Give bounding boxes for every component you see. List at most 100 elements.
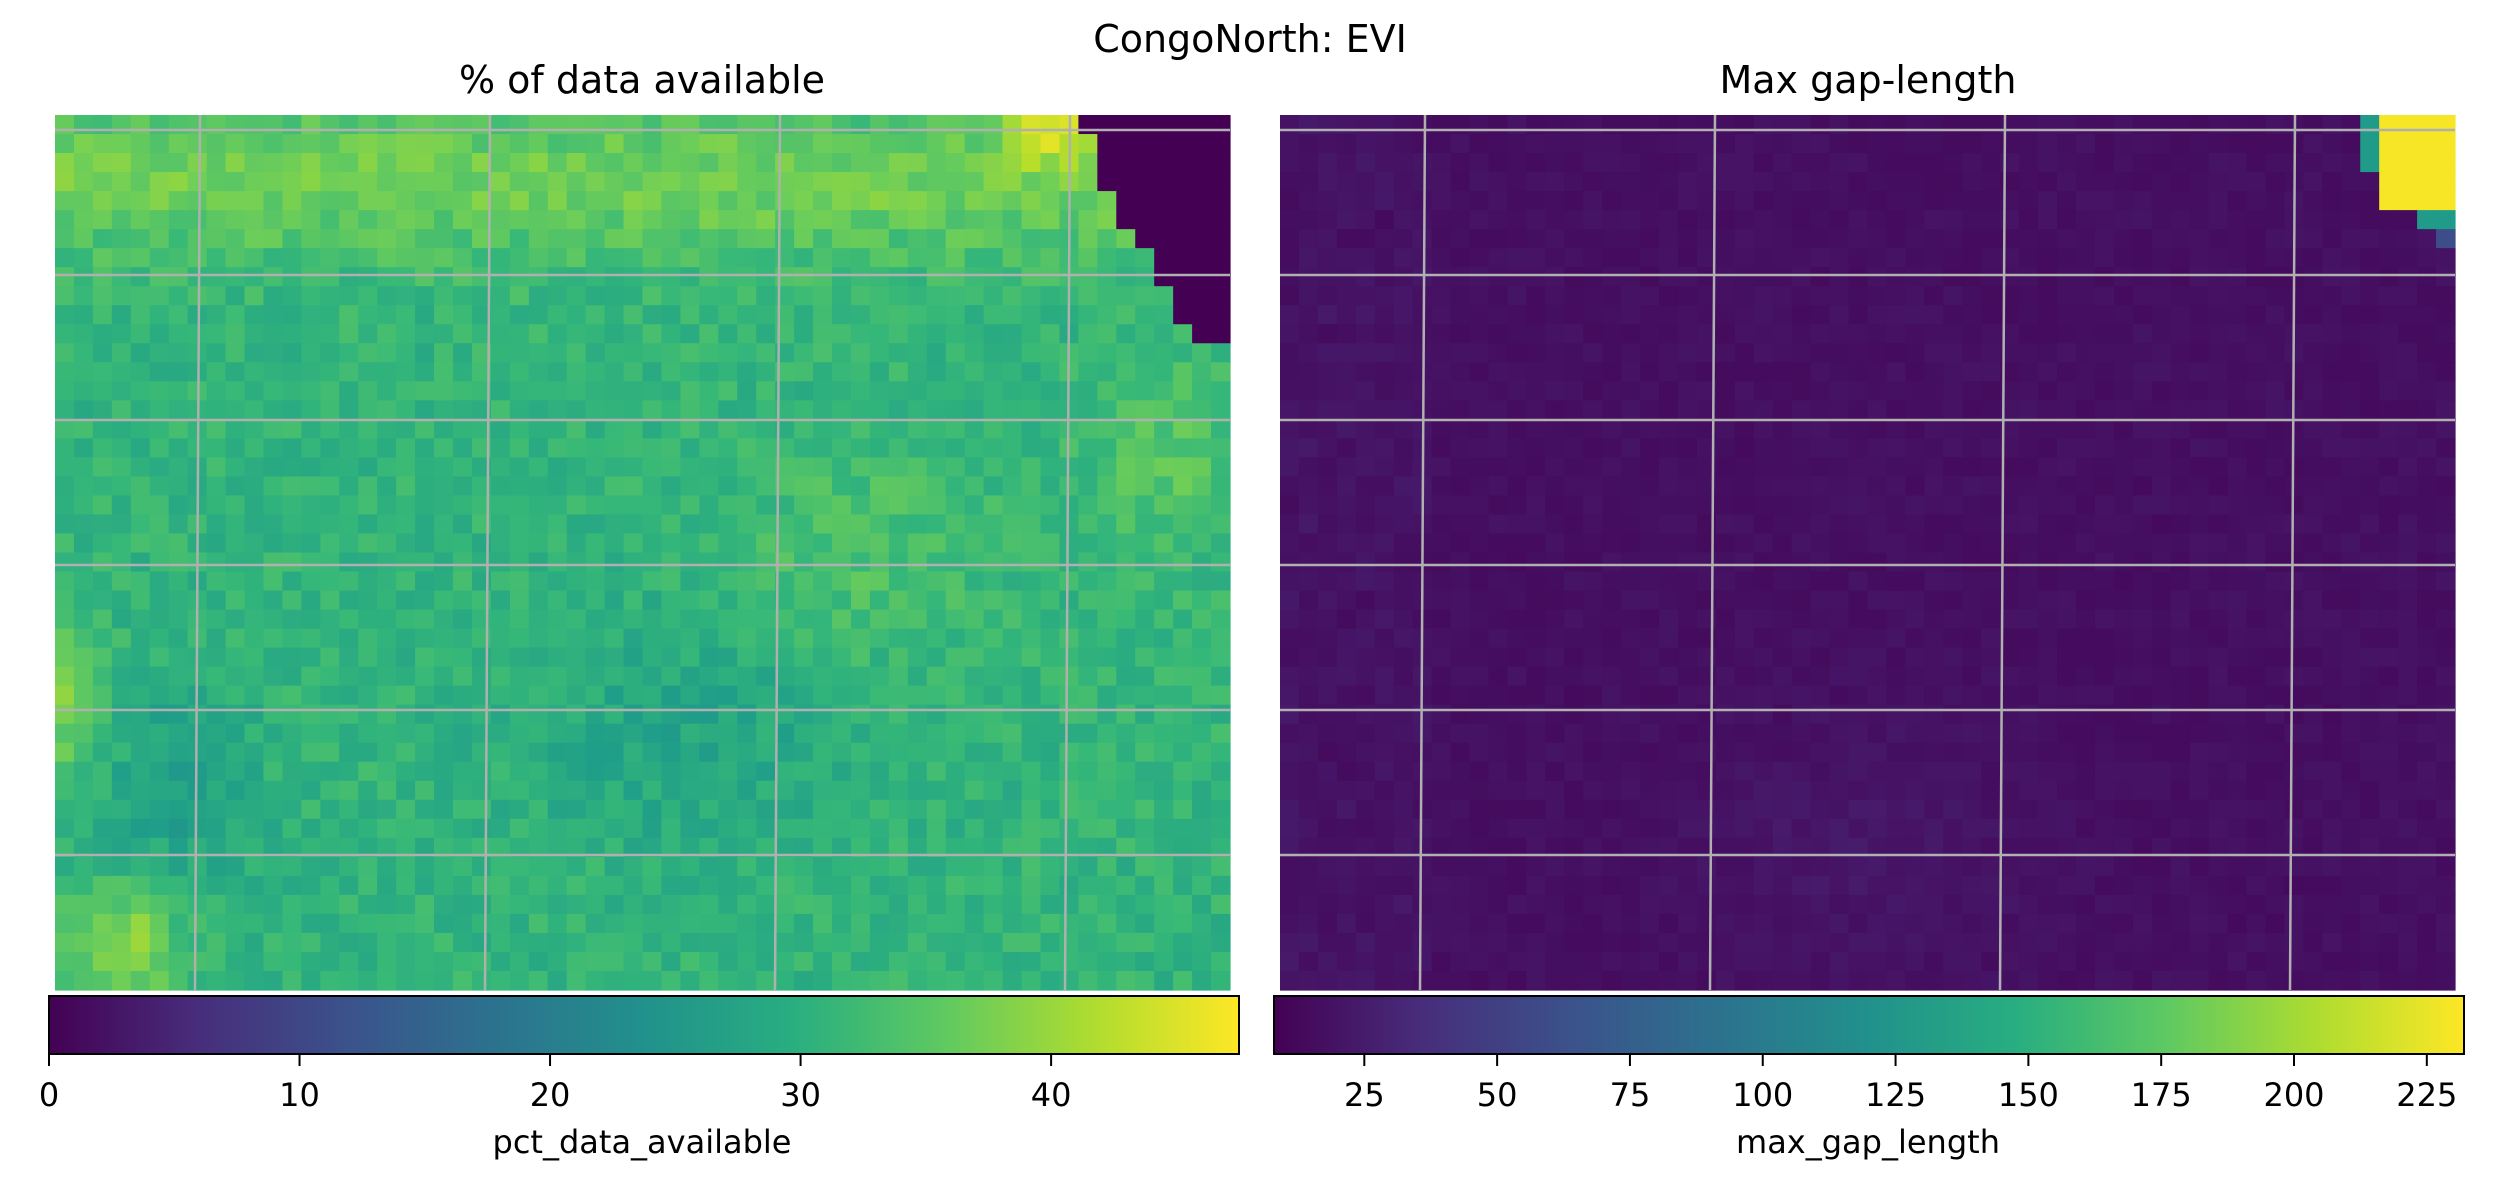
heatmap-cell <box>869 438 890 458</box>
heatmap-cell <box>168 343 189 363</box>
heatmap-cell <box>358 476 378 497</box>
heatmap-cell <box>888 381 909 401</box>
heatmap-cell <box>1905 343 1925 363</box>
heatmap-cell <box>813 495 833 516</box>
heatmap-cell <box>2170 723 2191 744</box>
heatmap-cell <box>225 476 246 497</box>
heatmap-cell <box>623 590 644 611</box>
heatmap-cell <box>1412 191 1433 211</box>
heatmap-cell <box>661 533 681 554</box>
heatmap-cell <box>1545 552 1565 573</box>
heatmap-cell <box>92 476 113 497</box>
heatmap-cell <box>585 590 606 611</box>
heatmap-cell <box>1317 134 1338 154</box>
heatmap-cell <box>1097 343 1117 363</box>
heatmap-cell <box>1715 476 1736 497</box>
heatmap-cell <box>2019 704 2039 725</box>
heatmap-cell <box>2094 476 2115 497</box>
heatmap-cell <box>225 514 246 535</box>
heatmap-cell <box>1040 172 1061 192</box>
heatmap-cell <box>509 913 530 934</box>
heatmap-cell <box>926 723 947 744</box>
heatmap-cell <box>623 495 644 516</box>
heatmap-cell <box>339 628 359 649</box>
heatmap-cell <box>1791 191 1812 211</box>
heatmap-cell <box>1621 647 1641 668</box>
heatmap-cell <box>2265 362 2286 382</box>
heatmap-cell <box>1298 324 1319 344</box>
heatmap-cell <box>869 723 890 744</box>
heatmap-cell <box>1078 951 1098 972</box>
heatmap-cell <box>2208 172 2229 192</box>
heatmap-cell <box>888 438 909 458</box>
heatmap-cell <box>604 894 625 915</box>
heatmap-cell <box>377 533 397 554</box>
heatmap-cell <box>1211 362 1231 382</box>
heatmap-cell <box>1488 590 1509 611</box>
heatmap-cell <box>1734 571 1755 592</box>
heatmap-cell <box>2208 514 2229 535</box>
heatmap-cell <box>1753 153 1774 173</box>
heatmap-cell <box>1962 704 1982 725</box>
heatmap-cell <box>1848 647 1869 668</box>
heatmap-cell <box>130 286 151 306</box>
heatmap-cell <box>490 723 511 744</box>
heatmap-cell <box>680 647 700 668</box>
heatmap-cell <box>415 932 435 953</box>
heatmap-cell <box>358 362 378 382</box>
heatmap-cell <box>680 818 700 839</box>
heatmap-cell <box>2303 153 2323 173</box>
heatmap-cell <box>1734 628 1755 649</box>
heatmap-cell <box>2132 514 2153 535</box>
heatmap-cell <box>206 742 227 763</box>
heatmap-cell <box>2189 210 2210 230</box>
heatmap-cell <box>1488 571 1509 592</box>
heatmap-cell <box>149 799 170 820</box>
heatmap-cell <box>888 229 909 249</box>
heatmap-cell <box>1192 343 1212 363</box>
heatmap-cell <box>2322 419 2342 439</box>
heatmap-cell <box>907 172 928 192</box>
heatmap-cell <box>1640 495 1660 516</box>
heatmap-cell <box>604 913 625 934</box>
heatmap-cell <box>471 229 492 249</box>
heatmap-cell <box>1135 742 1155 763</box>
heatmap-cell <box>1753 742 1774 763</box>
heatmap-cell <box>206 267 227 287</box>
heatmap-cell <box>130 818 151 839</box>
heatmap-cell <box>1469 628 1490 649</box>
heatmap-cell <box>1078 818 1098 839</box>
heatmap-cell <box>396 115 416 135</box>
heatmap-cell <box>964 723 985 744</box>
heatmap-cell <box>1677 381 1698 401</box>
heatmap-cell <box>547 438 568 458</box>
heatmap-cell <box>1173 172 1193 192</box>
heatmap-cell <box>1810 134 1831 154</box>
heatmap-cell <box>1507 381 1527 401</box>
heatmap-cell <box>547 495 568 516</box>
heatmap-cell <box>2208 552 2229 573</box>
heatmap-cell <box>111 191 132 211</box>
heatmap-cell <box>926 552 947 573</box>
heatmap-cell <box>585 248 606 268</box>
heatmap-cell <box>2246 666 2267 687</box>
heatmap-cell <box>2246 191 2267 211</box>
heatmap-cell <box>869 571 890 592</box>
heatmap-cell <box>869 324 890 344</box>
heatmap-cell <box>396 837 416 858</box>
heatmap-cell <box>244 913 265 934</box>
heatmap-cell <box>1772 210 1793 230</box>
heatmap-cell <box>1059 913 1079 934</box>
heatmap-cell <box>1173 685 1193 706</box>
heatmap-cell <box>1135 286 1155 306</box>
heatmap-cell <box>1734 533 1755 554</box>
heatmap-cell <box>301 305 321 325</box>
heatmap-cell <box>907 210 928 230</box>
heatmap-cell <box>509 894 530 915</box>
heatmap-cell <box>1317 723 1338 744</box>
heatmap-cell <box>604 419 625 439</box>
heatmap-cell <box>1059 514 1079 535</box>
heatmap-cell <box>1116 115 1136 135</box>
heatmap-cell <box>225 552 246 573</box>
heatmap-cell <box>130 780 151 801</box>
